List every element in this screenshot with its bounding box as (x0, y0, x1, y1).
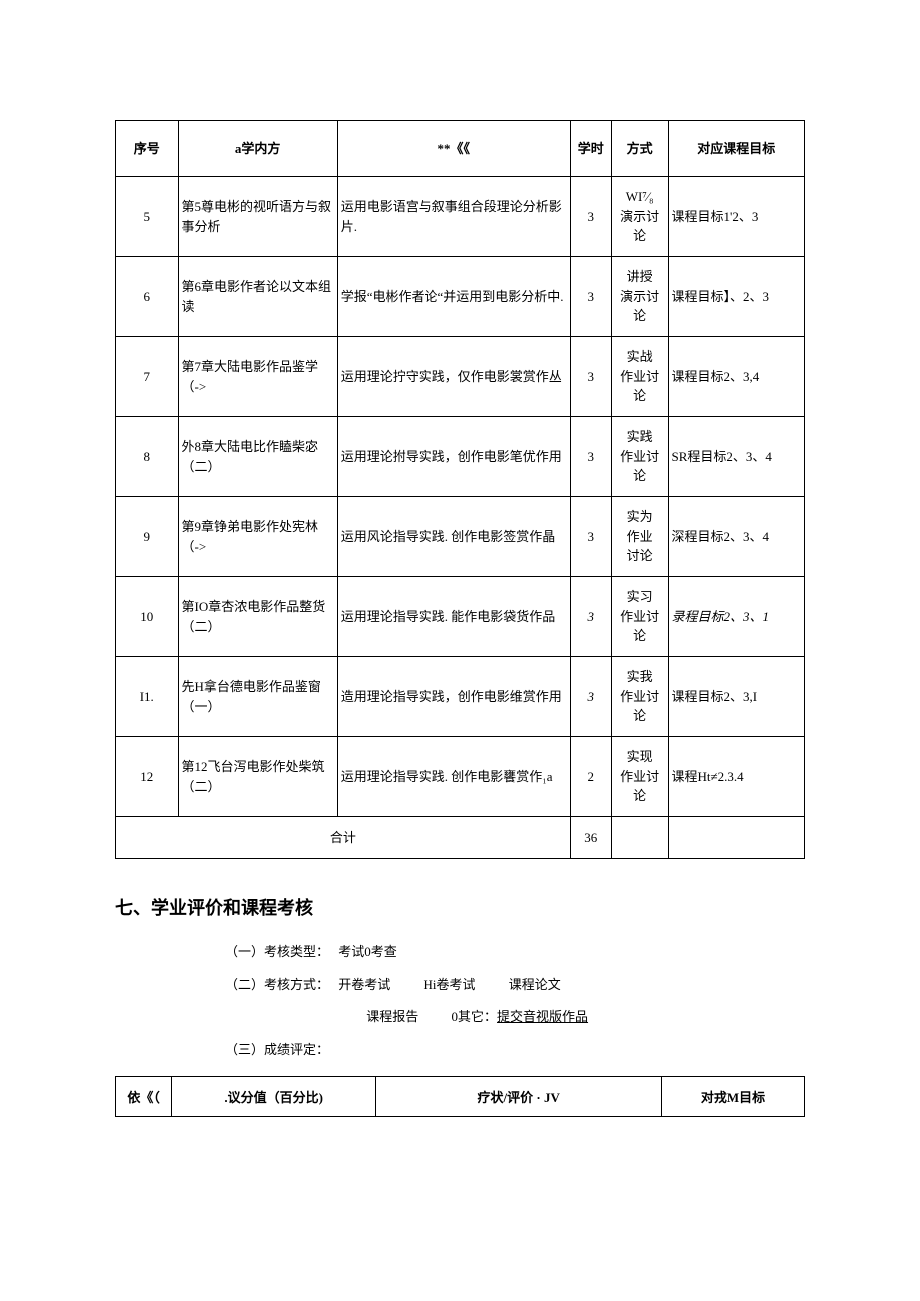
table-row: 10第IO章杏浓电影作品整货（二）运用理论指导实践. 能作电影袋货作品3实习 作… (116, 577, 805, 657)
sum-empty (668, 817, 804, 859)
th-content: a学内方 (178, 121, 337, 177)
cell-seq: 9 (116, 497, 179, 577)
cell-hours: 3 (570, 257, 611, 337)
page-container: 序号 a学内方 **《《 学时 方式 对应课程目标 5第5尊电彬的视听语方与叙事… (0, 0, 920, 1197)
cell-goal: 深程目标2、3、4 (668, 497, 804, 577)
sum-label: 合计 (116, 817, 571, 859)
cell-seq: 6 (116, 257, 179, 337)
cell-requirement: 运用理论指导实践. 创作电影饔赏作₁a (337, 737, 570, 817)
opt-other-value: 提交音视版作品 (497, 1009, 588, 1024)
cell-hours: 3 (570, 577, 611, 657)
cell-hours: 3 (570, 657, 611, 737)
cell-content: 第IO章杏浓电影作品整货（二） (178, 577, 337, 657)
syllabus-table: 序号 a学内方 **《《 学时 方式 对应课程目标 5第5尊电彬的视听语方与叙事… (115, 120, 805, 859)
opt-exam-type: 考试0考查 (338, 938, 397, 967)
form-row-grading: （三）成绩评定： (225, 1036, 805, 1065)
gth-weight: .议分值（百分比) (172, 1077, 376, 1117)
cell-goal: 录程目标2、3、1 (668, 577, 804, 657)
opt-course-report: 课程报告 (366, 1003, 418, 1032)
form-row-method2: 课程报告 0其它：提交音视版作品 (225, 1003, 805, 1032)
cell-goal: 课程目标2、3,I (668, 657, 804, 737)
sum-empty (611, 817, 668, 859)
cell-method: 实习 作业讨论 (611, 577, 668, 657)
cell-content: 先H拿台德电影作品鉴窗（一） (178, 657, 337, 737)
form-row-type: （一）考核类型： 考试0考查 (225, 938, 805, 967)
cell-requirement: 学报“电彬作者论“并运用到电影分析中. (337, 257, 570, 337)
table-header-row: 序号 a学内方 **《《 学时 方式 对应课程目标 (116, 121, 805, 177)
gth-basis: 依《（ (116, 1077, 172, 1117)
cell-seq: 10 (116, 577, 179, 657)
cell-hours: 3 (570, 337, 611, 417)
cell-method: 讲授 演示讨论 (611, 257, 668, 337)
cell-goal: 课程目标】、2、3 (668, 257, 804, 337)
cell-seq: 5 (116, 177, 179, 257)
cell-method: 实战 作业讨论 (611, 337, 668, 417)
table-row: 6第6章电影作者论以文本组读学报“电彬作者论“并运用到电影分析中.3讲授 演示讨… (116, 257, 805, 337)
section-heading: 七、学业评价和课程考核 (115, 894, 805, 920)
cell-seq: 8 (116, 417, 179, 497)
th-method: 方式 (611, 121, 668, 177)
cell-content: 外8章大陆电比作瞌柴宓（二） (178, 417, 337, 497)
cell-goal: 课程目标1'2、3 (668, 177, 804, 257)
label-grading: （三）成绩评定： (225, 1036, 329, 1065)
cell-goal: 课程目标2、3,4 (668, 337, 804, 417)
cell-method: 实现 作业讨论 (611, 737, 668, 817)
cell-content: 第12飞台泻电影作处柴筑（二） (178, 737, 337, 817)
form-row-method: （二）考核方式： 开卷考试 Hi卷考试 课程论文 (225, 971, 805, 1000)
cell-requirement: 运用理论拊导实践，创作电影笔优作用 (337, 417, 570, 497)
table-row: 12第12飞台泻电影作处柴筑（二）运用理论指导实践. 创作电影饔赏作₁a2实现 … (116, 737, 805, 817)
opt-closed-book: Hi卷考试 (424, 971, 476, 1000)
cell-requirement: 造用理论指导实践，创作电影维赏作用 (337, 657, 570, 737)
th-seq: 序号 (116, 121, 179, 177)
cell-hours: 3 (570, 177, 611, 257)
table-row: 5第5尊电彬的视听语方与叙事分析运用电影语宫与叙事组合段理论分析影片.3WI⁷⁄… (116, 177, 805, 257)
cell-requirement: 运用理论指导实践. 能作电影袋货作品 (337, 577, 570, 657)
assessment-form: （一）考核类型： 考试0考查 （二）考核方式： 开卷考试 Hi卷考试 课程论文 … (225, 938, 805, 1064)
cell-content: 第9章铮弟电影作处宪林（-> (178, 497, 337, 577)
gth-criteria: 疗状/评价 · JV (376, 1077, 662, 1117)
cell-content: 第6章电影作者论以文本组读 (178, 257, 337, 337)
sum-hours: 36 (570, 817, 611, 859)
cell-method: 实为 作业 讨论 (611, 497, 668, 577)
cell-requirement: 运用电影语宫与叙事组合段理论分析影片. (337, 177, 570, 257)
cell-hours: 3 (570, 497, 611, 577)
grading-header-row: 依《（ .议分值（百分比) 疗状/评价 · JV 对戎M目标 (116, 1077, 805, 1117)
table-row: 9第9章铮弟电影作处宪林（->运用风论指导实践. 创作电影签赏作晶3实为 作业 … (116, 497, 805, 577)
table-body: 5第5尊电彬的视听语方与叙事分析运用电影语宫与叙事组合段理论分析影片.3WI⁷⁄… (116, 177, 805, 859)
th-goal: 对应课程目标 (668, 121, 804, 177)
cell-seq: I1. (116, 657, 179, 737)
cell-content: 第7章大陆电影作品鉴学（-> (178, 337, 337, 417)
th-req: **《《 (337, 121, 570, 177)
label-exam-type: （一）考核类型： (225, 938, 335, 967)
cell-hours: 3 (570, 417, 611, 497)
cell-method: WI⁷⁄₈ 演示讨论 (611, 177, 668, 257)
cell-goal: 课程Ht≠2.3.4 (668, 737, 804, 817)
cell-method: 实践 作业讨论 (611, 417, 668, 497)
cell-content: 第5尊电彬的视听语方与叙事分析 (178, 177, 337, 257)
table-sum-row: 合计36 (116, 817, 805, 859)
opt-course-paper: 课程论文 (509, 971, 561, 1000)
cell-method: 实我 作业讨论 (611, 657, 668, 737)
cell-seq: 7 (116, 337, 179, 417)
cell-requirement: 运用风论指导实践. 创作电影签赏作晶 (337, 497, 570, 577)
cell-hours: 2 (570, 737, 611, 817)
grading-table: 依《（ .议分值（百分比) 疗状/评价 · JV 对戎M目标 (115, 1076, 805, 1117)
table-row: I1.先H拿台德电影作品鉴窗（一）造用理论指导实践，创作电影维赏作用3实我 作业… (116, 657, 805, 737)
cell-seq: 12 (116, 737, 179, 817)
cell-goal: SR程目标2、3、4 (668, 417, 804, 497)
opt-open-book: 开卷考试 (338, 971, 390, 1000)
gth-goal: 对戎M目标 (662, 1077, 805, 1117)
opt-other-prefix: 0其它： (452, 1009, 498, 1024)
label-exam-method: （二）考核方式： (225, 971, 335, 1000)
table-row: 8外8章大陆电比作瞌柴宓（二）运用理论拊导实践，创作电影笔优作用3实践 作业讨论… (116, 417, 805, 497)
th-hours: 学时 (570, 121, 611, 177)
cell-requirement: 运用理论拧守实践，仅作电影裳赏作丛 (337, 337, 570, 417)
table-row: 7第7章大陆电影作品鉴学（->运用理论拧守实践，仅作电影裳赏作丛3实战 作业讨论… (116, 337, 805, 417)
